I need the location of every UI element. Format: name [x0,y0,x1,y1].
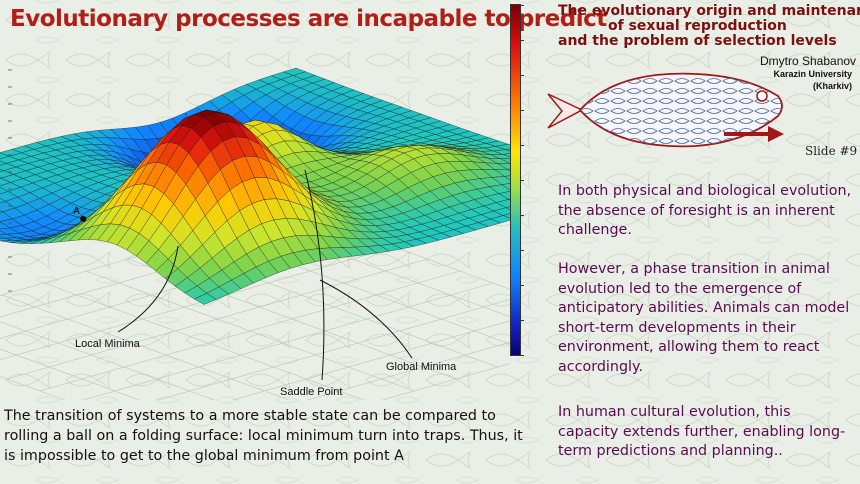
point-a-label: A [73,206,80,217]
saddle-point-leader [304,169,325,381]
paragraph-1: In both physical and biological evolutio… [558,183,852,238]
university-name: Karazin University (Kharkiv) [773,68,852,92]
plot-annotations: A [8,69,413,381]
global-minima-label: Global Minima [386,361,457,373]
fish-logo-icon [547,72,784,148]
presentation-title: The evolutionary origin and maintenance … [548,3,860,49]
colorbar [510,4,524,356]
presentation-title-line3: and the problem of selection levels [558,33,837,49]
global-minima-leader [319,279,413,359]
colorbar-tick [521,215,524,216]
surface-cell [505,206,510,210]
saddle-point-label: Saddle Point [280,386,343,398]
slide-heading: Evolutionary processes are incapable to … [10,6,607,32]
bottom-explanation-text: The transition of systems to a more stab… [4,408,523,464]
colorbar-tick [521,110,524,111]
surface-cell [193,292,217,305]
colorbar-tick [521,40,524,41]
colorbar-tick [521,285,524,286]
surface-cell [504,148,510,152]
plot-floor-grid [0,210,510,400]
colorbar-tick [521,180,524,181]
university-line1: Karazin University [773,69,852,79]
colorbar-tick [521,355,524,356]
paragraph-2: However, a phase transition in animal ev… [558,261,850,375]
author-name: Dmytro Shabanov [760,54,857,68]
presentation-title-line2: of sexual reproduction [608,18,787,34]
slide-number: Slide #9 [805,144,858,158]
local-minima-label: Local Minima [75,338,140,350]
3d-surface-mesh [0,67,510,305]
ball-point-a [80,215,87,222]
paragraph-3: In human cultural evolution, this capaci… [558,404,846,459]
presentation-title-line1: The evolutionary origin and maintenance [558,3,860,19]
colorbar-tick [521,5,524,6]
energy-landscape-plot: A [0,67,510,400]
local-minima-leader [117,245,179,333]
floor-grid-lines [0,210,510,400]
colorbar-tick [521,75,524,76]
colorbar-tick [521,250,524,251]
colorbar-tick [521,145,524,146]
colorbar-tick [521,320,524,321]
university-line2: (Kharkiv) [812,81,852,91]
